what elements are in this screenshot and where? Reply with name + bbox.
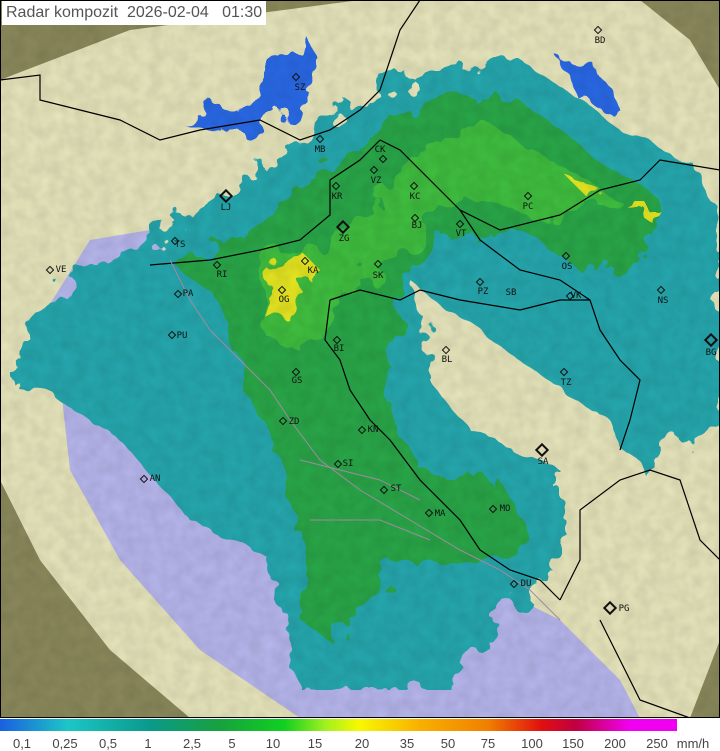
- country-borders: [0, 0, 720, 718]
- legend-tick: 250: [646, 736, 668, 751]
- legend-tick: 1: [144, 736, 152, 751]
- legend-tick: 5: [228, 736, 236, 751]
- city-label: VE: [55, 265, 67, 275]
- legend-tick: 20: [354, 736, 370, 751]
- city-label: TS: [174, 240, 186, 250]
- city-label: BJ: [411, 221, 423, 231]
- city-label: NS: [657, 296, 669, 306]
- city-label: KA: [307, 266, 319, 276]
- city-label: GS: [291, 376, 303, 386]
- city-label: BD: [594, 36, 606, 46]
- city-label: PG: [618, 604, 630, 614]
- city-label: BI: [333, 344, 345, 354]
- city-label: TZ: [560, 378, 572, 388]
- city-label: RI: [216, 270, 228, 280]
- city-label: SB: [505, 288, 517, 298]
- map-title: Radar kompozit 2026-02-04 01:30: [2, 1, 267, 25]
- city-label: LJ: [220, 203, 232, 213]
- city-label: VK: [570, 291, 582, 301]
- city-label: SK: [372, 271, 384, 281]
- legend-tick: 10: [265, 736, 281, 751]
- city-label: MA: [434, 509, 446, 519]
- city-label: PU: [176, 331, 188, 341]
- coastline: [169, 259, 561, 621]
- legend-tick: 0,25: [52, 736, 78, 751]
- city-label: PC: [522, 202, 534, 212]
- city-label: VZ: [370, 176, 382, 186]
- city-label: OG: [278, 295, 290, 305]
- city-label: KR: [331, 192, 343, 202]
- city-label: ZD: [288, 417, 300, 427]
- city-label: SA: [537, 457, 549, 467]
- legend-tick: 200: [604, 736, 626, 751]
- legend-tick: 35: [399, 736, 415, 751]
- city-label: PA: [182, 289, 194, 299]
- legend-tick: 0,1: [12, 736, 32, 751]
- city-label: KC: [409, 192, 421, 202]
- legend-tick: 0,5: [98, 736, 118, 751]
- city-label: BG: [705, 348, 717, 358]
- city-label: OS: [561, 262, 573, 272]
- city-label: ZG: [338, 234, 350, 244]
- city-label: PZ: [477, 287, 489, 297]
- city-label: SI: [342, 459, 354, 469]
- city-label: ST: [390, 484, 402, 494]
- city-label: AN: [149, 474, 161, 484]
- city-label: MB: [314, 145, 326, 155]
- legend-tick: 75: [480, 736, 496, 751]
- legend-tick: 100: [521, 736, 543, 751]
- city-label: VT: [455, 229, 467, 239]
- legend-tick: 150: [562, 736, 584, 751]
- city-label: CK: [374, 145, 386, 155]
- legend-unit: mm/h: [676, 736, 710, 751]
- city-label: KN: [367, 425, 379, 435]
- legend-tick: 2,5: [182, 736, 202, 751]
- city-label: MO: [499, 504, 511, 514]
- city-label: BL: [441, 355, 453, 365]
- city-label: SZ: [294, 83, 306, 93]
- city-label: DU: [520, 579, 532, 589]
- legend-tick: 15: [307, 736, 323, 751]
- legend-tick: 50: [440, 736, 456, 751]
- precipitation-color-scale: [0, 719, 677, 731]
- radar-map: [0, 0, 720, 718]
